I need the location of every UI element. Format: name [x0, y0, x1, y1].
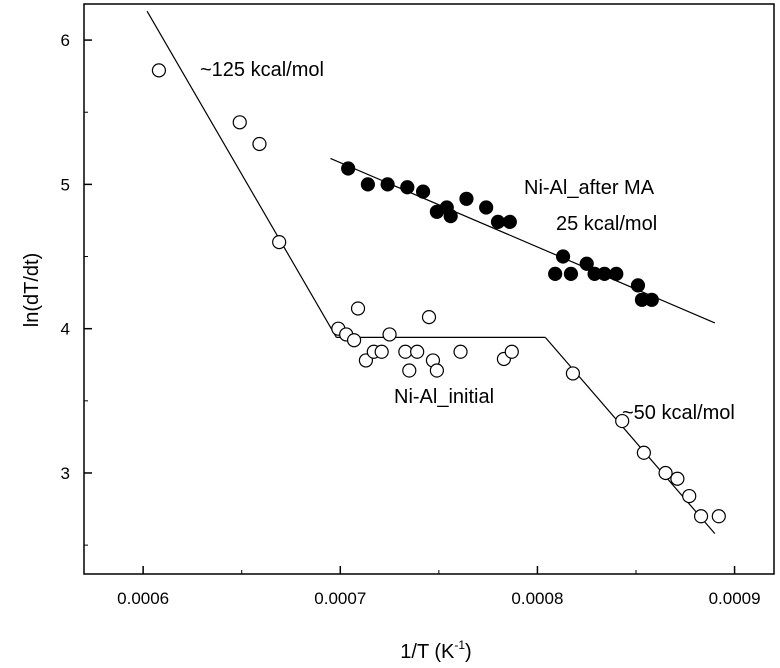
x-tick-label: 0.0009 — [709, 589, 761, 608]
data-point-after-ma — [443, 209, 458, 224]
annotation-initial-series: Ni-Al_initial — [394, 386, 494, 408]
data-point-initial — [151, 63, 167, 78]
data-point-initial — [636, 445, 651, 460]
data-point-after-ma — [459, 191, 474, 206]
x-tick-label: 0.0007 — [314, 589, 366, 608]
data-point-after-ma — [579, 256, 594, 271]
data-point-initial — [693, 509, 709, 524]
data-point-initial — [402, 363, 417, 378]
data-point-after-ma — [630, 278, 646, 293]
data-point-after-ma — [563, 266, 579, 281]
y-axis-title: ln(dT/dt) — [21, 253, 43, 327]
data-point-initial — [346, 333, 362, 348]
y-tick-label: 4 — [61, 320, 70, 339]
data-point-after-ma — [479, 200, 494, 215]
data-point-after-ma — [609, 266, 624, 281]
data-point-initial — [358, 353, 374, 368]
data-point-initial — [565, 366, 581, 381]
data-point-after-ma — [360, 177, 375, 192]
x-tick-label: 0.0006 — [117, 589, 169, 608]
data-point-initial — [615, 413, 630, 429]
data-point-initial — [421, 310, 437, 325]
data-point-initial — [711, 509, 726, 524]
annotation-initial-low-energy: ~50 kcal/mol — [622, 402, 735, 424]
data-point-initial — [429, 363, 444, 378]
x-tick-label: 0.0008 — [511, 589, 563, 608]
data-point-after-ma — [502, 214, 517, 229]
annotation-after-ma-series: Ni-Al_after MA — [524, 177, 655, 199]
data-point-after-ma — [597, 266, 612, 281]
data-point-after-ma — [341, 161, 356, 176]
x-axis-title-superscript: -1 — [454, 638, 465, 652]
data-point-after-ma — [548, 266, 563, 281]
data-point-after-ma — [644, 292, 659, 307]
data-point-initial — [252, 136, 267, 152]
data-point-after-ma — [380, 177, 395, 192]
annotation-after-ma-energy: 25 kcal/mol — [556, 213, 657, 235]
data-point-after-ma — [400, 180, 415, 195]
data-point-initial — [374, 344, 389, 359]
data-point-initial — [410, 344, 425, 359]
data-point-initial — [232, 115, 247, 130]
data-point-initial — [350, 301, 366, 316]
data-point-initial — [682, 488, 697, 504]
y-tick-label: 6 — [61, 31, 70, 50]
plot-frame — [83, 3, 775, 575]
data-point-initial — [453, 344, 468, 359]
y-tick-label: 5 — [61, 175, 70, 194]
x-axis-title-close: ) — [465, 641, 472, 663]
data-point-initial — [504, 344, 519, 359]
data-points — [151, 63, 726, 524]
data-point-initial — [398, 344, 413, 359]
y-tick-label: 3 — [61, 464, 70, 483]
fit-line — [146, 10, 337, 338]
data-point-after-ma — [415, 184, 431, 199]
data-point-after-ma — [490, 214, 506, 229]
data-point-initial — [658, 465, 673, 481]
x-axis-title: 1/T (K-1) — [400, 638, 471, 663]
data-point-initial — [670, 471, 685, 486]
axis-ticks: 0.0006 0.0007 0.0008 0.0009 3 4 5 6 — [61, 31, 761, 608]
data-point-initial — [382, 327, 397, 342]
annotation-initial-high-energy: ~125 kcal/mol — [200, 59, 324, 81]
x-axis-title-main: 1/T (K — [400, 641, 455, 663]
fit-lines — [146, 10, 716, 534]
data-point-initial — [272, 235, 287, 250]
data-point-after-ma — [555, 249, 571, 264]
